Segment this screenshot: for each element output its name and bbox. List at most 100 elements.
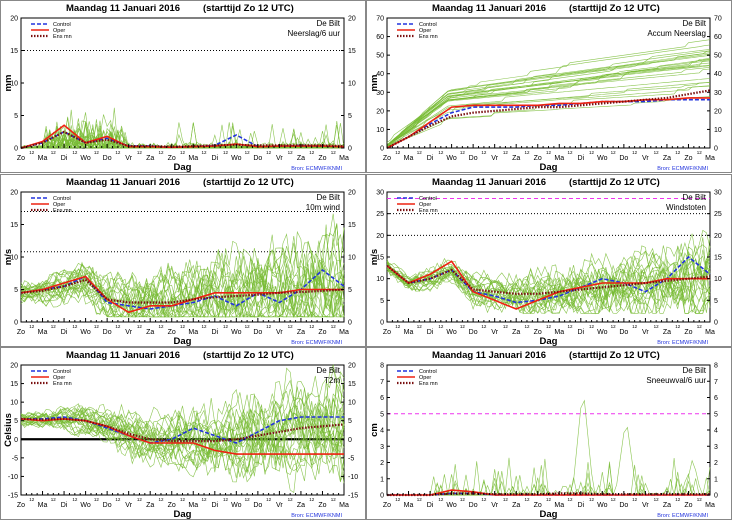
source-credit: Bron: ECMWF/KNMI <box>657 513 708 519</box>
x-tick-label-hour: 12 <box>331 497 337 502</box>
x-axis-label: Dag <box>540 162 558 173</box>
ensemble-member-line <box>386 78 711 146</box>
x-tick-label-hour: 12 <box>568 150 574 155</box>
x-tick-label-hour: 12 <box>180 150 186 155</box>
panel-border <box>0 0 366 173</box>
x-tick-label-day: Wo <box>446 502 456 509</box>
x-tick-label-hour: 12 <box>589 497 595 502</box>
y-tick-label-left: 1 <box>380 476 384 483</box>
x-tick-label-hour: 12 <box>589 150 595 155</box>
x-tick-label-hour: 12 <box>417 497 423 502</box>
header-date: Maandag 11 Januari 2016 <box>432 350 546 361</box>
legend-label: Ens mn <box>53 34 72 40</box>
y-tick-label-right: 70 <box>714 16 722 23</box>
chart-title: Neerslag/6 uur <box>288 29 341 38</box>
header-run: (starttijd Zo 12 UTC) <box>569 177 660 188</box>
x-tick-label-hour: 12 <box>331 150 337 155</box>
plot-area <box>20 364 345 496</box>
header-date: Maandag 11 Januari 2016 <box>66 3 180 14</box>
x-tick-label-day: Wo <box>231 155 241 162</box>
x-tick-label-day: Wo <box>231 329 241 336</box>
legend-label: Ens mn <box>53 381 72 387</box>
ensemble-member-line <box>20 393 345 455</box>
ensemble-member-line <box>386 253 711 312</box>
location-label: De Bilt <box>682 366 706 375</box>
ensemble-member-line <box>20 367 345 441</box>
x-tick-label-hour: 12 <box>29 324 35 329</box>
legend-label: Oper <box>53 375 65 381</box>
x-tick-label-hour: 12 <box>524 150 530 155</box>
x-tick-label-day: Wo <box>597 329 607 336</box>
y-tick-label-left: 0 <box>380 493 384 500</box>
x-tick-label-day: Do <box>469 502 478 509</box>
x-tick-label-hour: 12 <box>202 324 208 329</box>
x-tick-label-hour: 12 <box>288 324 294 329</box>
location-label: De Bilt <box>316 366 340 375</box>
y-tick-label-right: 60 <box>714 34 722 41</box>
x-tick-label-day: Ma <box>404 155 414 162</box>
header-date: Maandag 11 Januari 2016 <box>66 350 180 361</box>
y-tick-label-left: 0 <box>380 146 384 153</box>
y-tick-label-left: 0 <box>380 320 384 327</box>
x-tick-label-day: Ma <box>705 155 715 162</box>
y-tick-label-right: 3 <box>714 444 718 451</box>
x-tick-label-day: Ma <box>705 502 715 509</box>
x-tick-label-day: Do <box>619 502 628 509</box>
x-tick-label-day: Ma <box>554 329 564 336</box>
x-tick-label-hour: 12 <box>632 150 638 155</box>
y-tick-label-left: 70 <box>376 16 384 23</box>
x-tick-label-hour: 12 <box>94 324 100 329</box>
chart-svg: Maandag 11 Januari 2016 (starttijd Zo 12 … <box>0 174 366 347</box>
chart-title: Windstoten <box>666 203 706 212</box>
x-tick-label-day: Ma <box>404 329 414 336</box>
y-tick-label-right: 15 <box>348 48 356 55</box>
x-tick-label-day: Di <box>211 155 218 162</box>
panel-border <box>0 347 366 520</box>
y-tick-label-right: 5 <box>714 411 718 418</box>
x-tick-label-day: Vr <box>276 329 283 336</box>
x-tick-label-hour: 12 <box>417 324 423 329</box>
x-tick-label-hour: 12 <box>460 150 466 155</box>
header-run: (starttijd Zo 12 UTC) <box>569 3 660 14</box>
y-axis-label: m/s <box>369 249 380 265</box>
ensemble-member-line <box>20 410 345 475</box>
y-tick-label-right: 10 <box>348 81 356 88</box>
x-tick-label-day: Zo <box>534 329 542 336</box>
ensemble-member-line <box>20 418 345 483</box>
x-tick-label-hour: 12 <box>180 324 186 329</box>
location-label: De Bilt <box>682 193 706 202</box>
x-tick-label-day: Ma <box>339 155 349 162</box>
x-tick-label-hour: 12 <box>438 324 444 329</box>
ensemble-member-line <box>20 230 345 316</box>
ensemble-members <box>386 39 711 147</box>
x-tick-label-hour: 12 <box>223 497 229 502</box>
ensemble-member-line <box>20 392 345 461</box>
x-tick-label-day: Wo <box>231 502 241 509</box>
ensemble-member-line <box>20 256 345 318</box>
legend-label: Control <box>419 22 437 28</box>
x-tick-label-hour: 12 <box>632 497 638 502</box>
y-tick-label-left: 15 <box>10 222 18 229</box>
x-tick-label-day: Za <box>512 155 520 162</box>
x-tick-label-day: Do <box>469 329 478 336</box>
x-tick-label-hour: 12 <box>654 497 660 502</box>
legend-label: Control <box>419 196 437 202</box>
x-tick-label-day: Vr <box>642 502 649 509</box>
y-tick-label-right: 25 <box>714 211 722 218</box>
x-tick-label-hour: 12 <box>245 497 251 502</box>
y-tick-label-right: 6 <box>714 395 718 402</box>
x-tick-label-day: Za <box>297 502 305 509</box>
y-tick-label-left: 15 <box>10 381 18 388</box>
y-tick-label-left: 0 <box>14 437 18 444</box>
legend-label: Ens mn <box>419 208 438 214</box>
x-tick-label-day: Zo <box>534 155 542 162</box>
header-date: Maandag 11 Januari 2016 <box>432 177 546 188</box>
x-tick-label-day: Za <box>146 502 154 509</box>
x-tick-label-day: Za <box>146 155 154 162</box>
x-tick-label-day: Zo <box>383 502 391 509</box>
y-axis-label: mm <box>3 75 14 92</box>
x-tick-label-hour: 12 <box>51 150 57 155</box>
legend-label: Ens mn <box>419 381 438 387</box>
